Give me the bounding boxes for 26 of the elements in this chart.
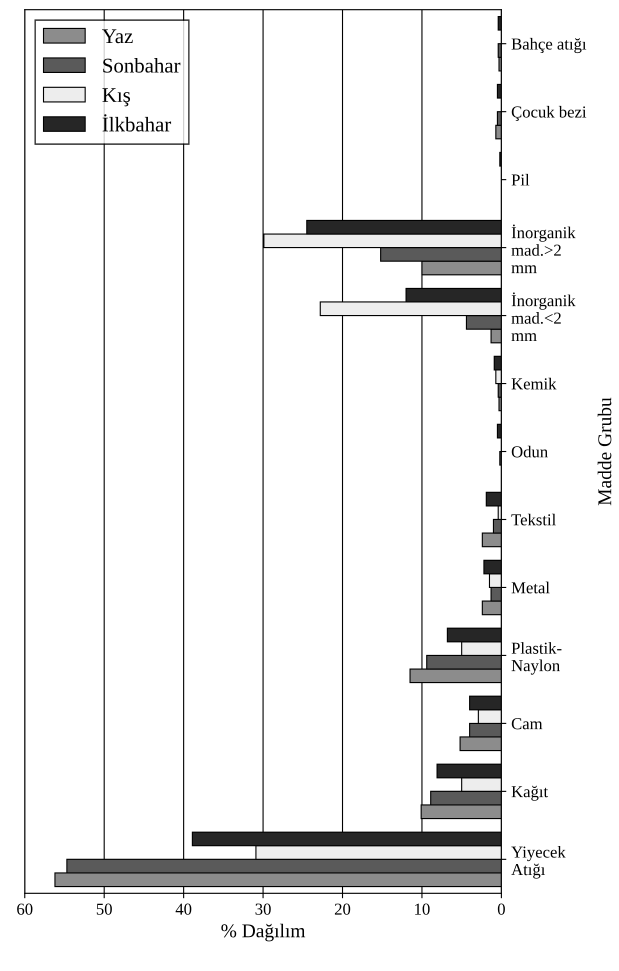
y-tick-label: Plastik- Naylon [512,642,562,675]
x-tick-label: 20 [334,904,350,915]
y-tick-label: Odun [512,446,548,458]
x-axis-title: % Dağılım [221,924,306,942]
legend-label: Yaz [102,29,133,44]
legend-label: Sonbahar [103,58,180,73]
x-tick-label: 60 [17,904,32,915]
y-tick-label: Kemik [512,378,556,390]
y-axis-title: Madde Grubu [598,398,612,506]
legend-label: Kış [102,88,130,106]
x-tick-label: 30 [256,904,271,915]
y-tick-label: Bahçe atığı [512,38,586,54]
x-tick-label: 0 [498,904,505,915]
y-tick-label: Pil [512,174,530,186]
y-tick-label: Tekstil [511,514,556,526]
x-tick-label: 50 [96,904,112,915]
y-tick-label: İnorganik mad.<2 mm [511,292,576,342]
legend-label: İlkbahar [102,114,172,132]
y-tick-label: Cam [512,718,542,730]
y-tick-label: Yiyecek Atığı [511,846,566,879]
y-tick-label: Kağıt [512,786,548,801]
y-tick-label: Çocuk bezi [512,106,586,121]
x-tick-label: 10 [415,904,430,915]
x-tick-label: 40 [176,904,192,915]
y-tick-label: İnorganik mad.>2 mm [511,224,576,274]
y-tick-label: Metal [512,582,550,594]
